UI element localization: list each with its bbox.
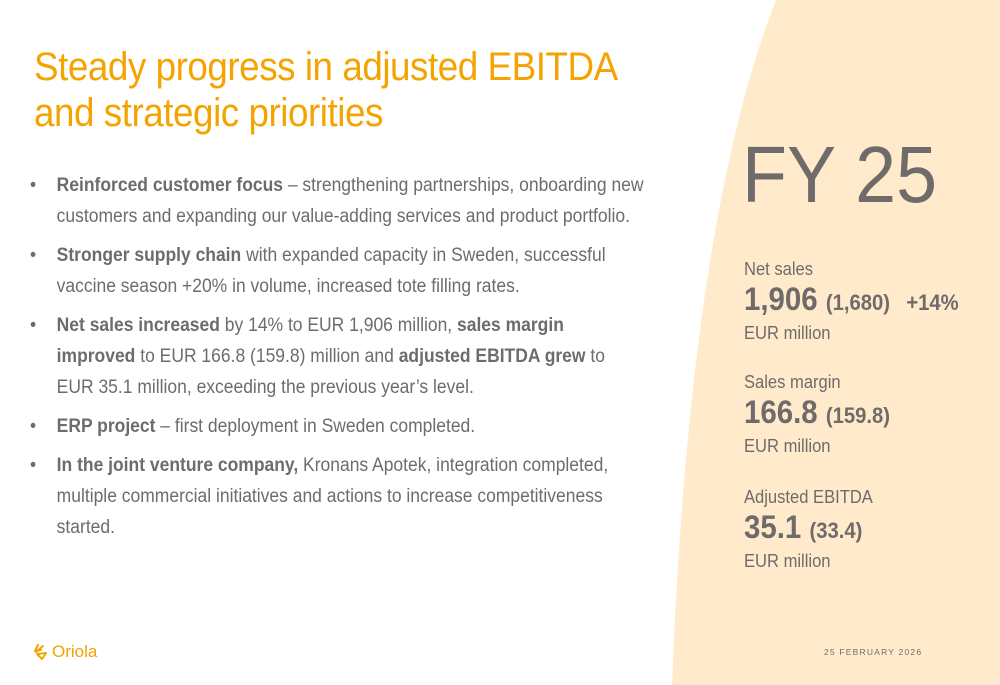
kpi-sales-margin: Sales margin 166.8 (159.8) EUR million [744, 372, 890, 456]
bullet-item: • Net sales increased by 14% to EUR 1,906… [30, 315, 605, 398]
slide-date: 25 FEBRUARY 2026 [824, 647, 923, 657]
period-label: FY 25 [742, 130, 938, 219]
slide-title: Steady progress in adjusted EBITDA and s… [34, 45, 616, 135]
bullet-list: • Reinforced customer focus – strengtheni… [30, 170, 646, 551]
bullet-item: • Stronger supply chain with expanded cap… [30, 245, 606, 297]
oriola-logo: Oriola [33, 642, 97, 662]
logo-icon [34, 644, 47, 660]
bullet-item: • In the joint venture company, Kronans A… [30, 455, 609, 538]
kpi-adjusted-ebitda: Adjusted EBITDA 35.1 (33.4) EUR million [744, 487, 873, 571]
bullet-item: • Reinforced customer focus – strengtheni… [30, 175, 644, 227]
bullet-item: • ERP project – first deployment in Swede… [30, 416, 476, 437]
kpi-net-sales: Net sales 1,906 (1,680) +14% EUR million [744, 259, 959, 343]
